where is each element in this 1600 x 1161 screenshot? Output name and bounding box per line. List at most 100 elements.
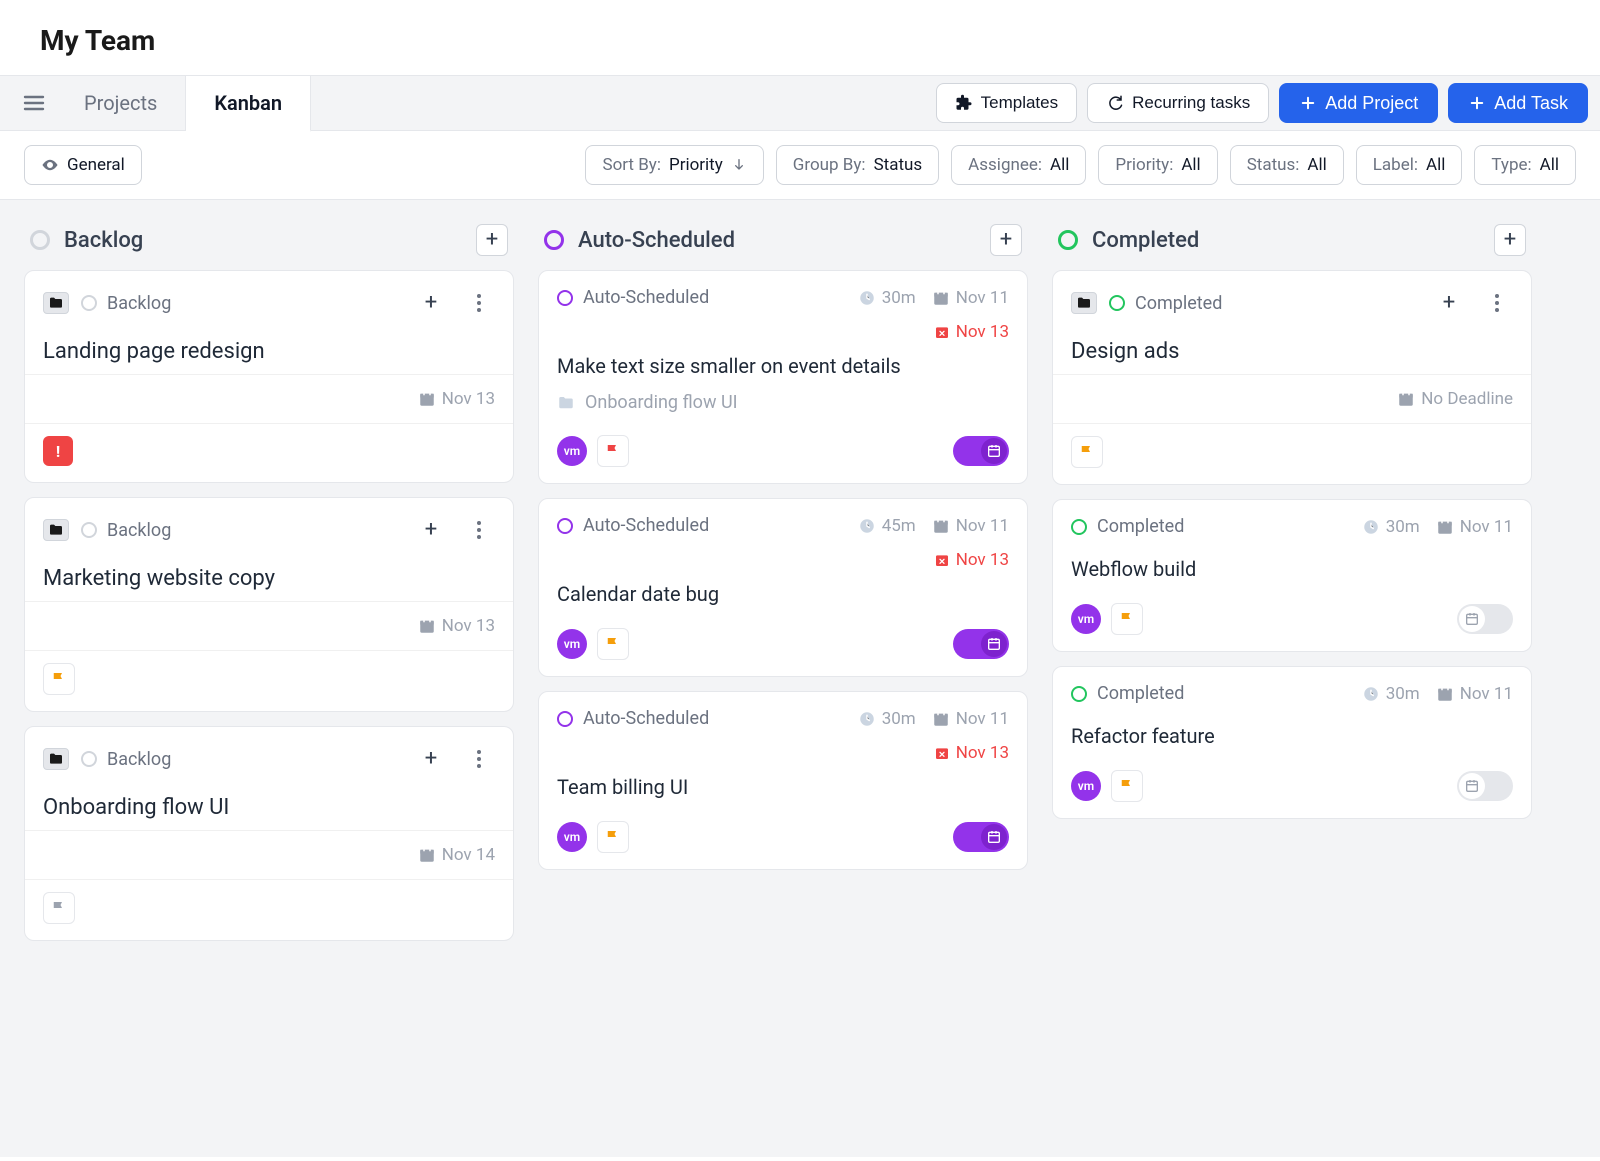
duration: 30m: [1362, 517, 1420, 537]
folder-icon: [557, 394, 575, 412]
priority-badge: !: [43, 436, 73, 466]
card-menu-button[interactable]: [463, 743, 495, 775]
calendar-icon: [986, 636, 1002, 652]
flag-icon: [50, 899, 68, 917]
card[interactable]: Backlog + Landing page redesign Nov 13 !: [24, 270, 514, 483]
templates-label: Templates: [981, 93, 1058, 113]
group-by[interactable]: Group By: Status: [776, 145, 939, 185]
filter-type[interactable]: Type: All: [1474, 145, 1576, 185]
add-card-backlog[interactable]: +: [476, 224, 508, 256]
card-title: Refactor feature: [1053, 718, 1531, 758]
auto-schedule-toggle[interactable]: [953, 629, 1009, 659]
assignee-label: Assignee:: [968, 155, 1042, 175]
filter-priority[interactable]: Priority: All: [1098, 145, 1217, 185]
calendar-icon: [986, 443, 1002, 459]
deadline: Nov 13: [418, 616, 495, 636]
sort-by-value: Priority: [669, 155, 723, 175]
card[interactable]: Auto-Scheduled 30m Nov 11 Nov 13 Te: [538, 691, 1028, 870]
status-ring-icon: [557, 290, 573, 306]
calendar-icon: [932, 289, 950, 307]
tab-kanban[interactable]: Kanban: [186, 76, 311, 132]
add-subtask-button[interactable]: +: [1433, 287, 1465, 319]
card[interactable]: Backlog + Onboarding flow UI Nov 14: [24, 726, 514, 941]
deadline: Nov 13: [418, 389, 495, 409]
card-status: Backlog: [107, 520, 171, 541]
status-ring-icon: [557, 711, 573, 727]
topbar: Projects Kanban Templates Recurring task…: [0, 75, 1600, 131]
auto-schedule-toggle[interactable]: [1457, 604, 1513, 634]
add-subtask-button[interactable]: +: [415, 743, 447, 775]
calendar-icon: [1436, 518, 1454, 536]
filter-status[interactable]: Status: All: [1230, 145, 1344, 185]
card-menu-button[interactable]: [463, 287, 495, 319]
add-project-button[interactable]: Add Project: [1279, 83, 1438, 123]
add-card-completed[interactable]: +: [1494, 224, 1526, 256]
column-backlog: Backlog + Backlog + Landing page redesig…: [24, 218, 514, 1139]
flag-chip: [43, 663, 75, 695]
column-completed: Completed + Completed + Design ads: [1052, 218, 1532, 1139]
status-ring-icon: [557, 518, 573, 534]
column-header-completed: Completed +: [1052, 218, 1532, 270]
sort-by[interactable]: Sort By: Priority: [585, 145, 763, 185]
add-task-button[interactable]: Add Task: [1448, 83, 1588, 123]
folder-icon: [43, 519, 69, 541]
card-menu-button[interactable]: [1481, 287, 1513, 319]
card[interactable]: Auto-Scheduled 45m Nov 11 Nov 13 Ca: [538, 498, 1028, 677]
scheduled-date: Nov 11: [1436, 517, 1513, 537]
deadline-text: Nov 14: [442, 845, 495, 865]
calendar-icon: [932, 710, 950, 728]
auto-schedule-toggle[interactable]: [953, 822, 1009, 852]
recurring-tasks-button[interactable]: Recurring tasks: [1087, 83, 1269, 123]
plus-icon: [1299, 94, 1317, 112]
menu-icon: [22, 91, 46, 115]
eye-icon: [41, 156, 59, 174]
add-project-label: Add Project: [1325, 93, 1418, 114]
column-auto-scheduled: Auto-Scheduled + Auto-Scheduled 30m Nov: [538, 218, 1028, 1139]
calendar-x-icon: [934, 745, 950, 761]
filter-assignee[interactable]: Assignee: All: [951, 145, 1086, 185]
avatar: vm: [557, 629, 587, 659]
deadline: No Deadline: [1397, 389, 1513, 409]
filter-label[interactable]: Label: All: [1356, 145, 1463, 185]
add-subtask-button[interactable]: +: [415, 514, 447, 546]
avatar: vm: [1071, 604, 1101, 634]
card-title: Team billing UI: [539, 769, 1027, 809]
card[interactable]: Completed 30m Nov 11 Webflow build vm: [1052, 499, 1532, 652]
clock-icon: [858, 517, 876, 535]
clock-icon: [858, 289, 876, 307]
templates-button[interactable]: Templates: [936, 83, 1077, 123]
calendar-x-icon: [934, 324, 950, 340]
card-status: Auto-Scheduled: [583, 515, 709, 536]
status-ring-icon: [1071, 686, 1087, 702]
avatar: vm: [557, 822, 587, 852]
add-subtask-button[interactable]: +: [415, 287, 447, 319]
card-menu-button[interactable]: [463, 514, 495, 546]
filterbar: General Sort By: Priority Group By: Stat…: [0, 131, 1600, 200]
calendar-icon: [418, 390, 436, 408]
scheduled-date: Nov 11: [932, 709, 1009, 729]
due-date: Nov 13: [539, 550, 1027, 576]
scheduled-date: Nov 11: [932, 288, 1009, 308]
auto-schedule-toggle[interactable]: [953, 436, 1009, 466]
calendar-icon: [1436, 685, 1454, 703]
view-general[interactable]: General: [24, 145, 142, 185]
page-title: My Team: [0, 0, 1600, 75]
avatar: vm: [557, 436, 587, 466]
card-status: Auto-Scheduled: [583, 287, 709, 308]
group-by-value: Status: [874, 155, 923, 175]
card[interactable]: Auto-Scheduled 30m Nov 11 Nov 13 Ma: [538, 270, 1028, 484]
card[interactable]: Completed + Design ads No Deadline: [1052, 270, 1532, 485]
folder-icon: [43, 748, 69, 770]
auto-schedule-toggle[interactable]: [1457, 771, 1513, 801]
assignee-value: All: [1050, 155, 1069, 175]
card[interactable]: Completed 30m Nov 11 Refactor feature vm: [1052, 666, 1532, 819]
card[interactable]: Backlog + Marketing website copy Nov 13: [24, 497, 514, 712]
card-status: Completed: [1097, 516, 1184, 537]
scheduled-date: Nov 11: [1436, 684, 1513, 704]
add-card-auto[interactable]: +: [990, 224, 1022, 256]
tab-projects[interactable]: Projects: [56, 75, 186, 131]
priority-value: All: [1181, 155, 1200, 175]
menu-button[interactable]: [12, 81, 56, 125]
flag-icon: [604, 442, 622, 460]
due-date: Nov 13: [539, 322, 1027, 348]
